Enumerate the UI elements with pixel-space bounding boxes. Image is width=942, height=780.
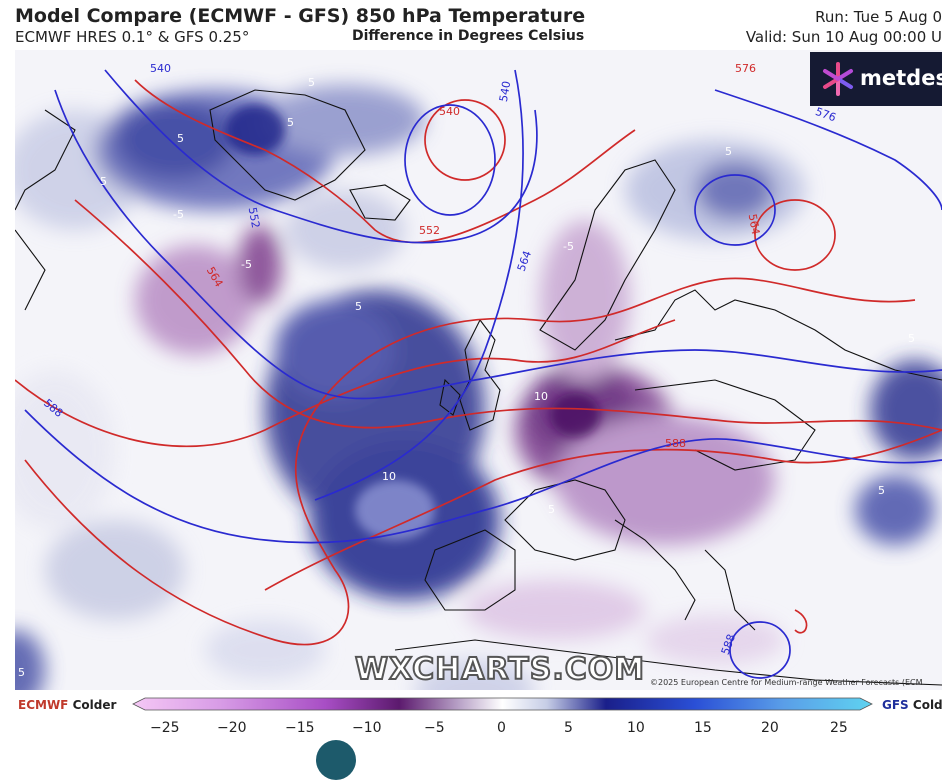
- diff-label: 5: [308, 76, 315, 89]
- diff-label: 5: [287, 116, 294, 129]
- diff-label: 5: [177, 132, 184, 145]
- diff-label: 5: [18, 666, 25, 679]
- metdesk-star-icon: [823, 62, 853, 96]
- wxcharts-watermark: WXCHARTS.COM: [354, 651, 646, 688]
- diff-label: 5: [100, 175, 107, 188]
- contour-label: 552: [419, 224, 440, 237]
- legend-tick: 25: [830, 720, 848, 736]
- contour-label: 540: [497, 80, 513, 103]
- diff-label: 10: [534, 390, 548, 403]
- contour-label: 576: [735, 62, 756, 75]
- legend-tick: 5: [564, 720, 573, 736]
- legend-tick: −5: [424, 720, 445, 736]
- valid-time-label: Valid: Sun 10 Aug 00:00 U: [745, 28, 942, 46]
- contour-label: 552: [246, 206, 262, 229]
- legend-right-label: GFS Colder: [882, 698, 942, 712]
- diff-label: -5: [563, 240, 574, 253]
- legend-colorbar: −25 −20 −15 −10 −5 0 5 10 15 20 25: [132, 697, 873, 736]
- diff-label: 5: [355, 300, 362, 313]
- gfs-contours: [24, 69, 942, 679]
- metdesk-logo: metdes: [810, 52, 942, 106]
- legend-tick: −25: [150, 720, 180, 736]
- contour-label: 540: [439, 105, 460, 118]
- difference-labels: 5 5 5 5 -5 -5 5 10 10 5 -5 5 5 5 5: [18, 76, 915, 679]
- legend-tick: 20: [761, 720, 779, 736]
- coastlines: [15, 89, 942, 686]
- legend-ticks: −25 −20 −15 −10 −5 0 5 10 15 20 25: [150, 720, 848, 736]
- legend-tick: −10: [352, 720, 382, 736]
- legend-gradient-bar: [132, 697, 873, 711]
- diff-label: -5: [173, 208, 184, 221]
- diff-label: 5: [725, 145, 732, 158]
- difference-units-label: Difference in Degrees Celsius: [352, 28, 585, 44]
- legend-left-label: ECMWF Colder: [18, 698, 116, 712]
- difference-field-cores: [225, 105, 600, 540]
- metdesk-logo-text: metdes: [860, 66, 942, 90]
- diff-label: 10: [382, 470, 396, 483]
- legend-tick: 10: [627, 720, 645, 736]
- diff-label: 5: [878, 484, 885, 497]
- map-canvas: 5 5 5 5 -5 -5 5 10 10 5 -5 5 5 5 5 540 5…: [15, 50, 942, 690]
- difference-map: 5 5 5 5 -5 -5 5 10 10 5 -5 5 5 5 5 540 5…: [15, 50, 942, 690]
- diff-label: 5: [548, 503, 555, 516]
- diff-label: -5: [241, 258, 252, 271]
- legend-tick: 15: [694, 720, 712, 736]
- diff-label: 5: [908, 332, 915, 345]
- legend-left-model: ECMWF: [18, 698, 69, 712]
- legend-tick: −15: [285, 720, 315, 736]
- chart-title: Model Compare (ECMWF - GFS) 850 hPa Temp…: [15, 5, 586, 27]
- chart-header: Model Compare (ECMWF - GFS) 850 hPa Temp…: [0, 0, 942, 50]
- legend-right-model: GFS: [882, 698, 909, 712]
- copyright-notice: ©2025 European Centre for Medium-range W…: [650, 678, 923, 687]
- color-legend: ECMWF Colder −25 −20 −15 −10: [0, 692, 942, 750]
- legend-tick: −20: [217, 720, 247, 736]
- legend-left-text: Colder: [72, 698, 117, 712]
- contour-label: 564: [746, 213, 762, 236]
- contour-label: 540: [150, 62, 171, 75]
- contour-label: 588: [665, 437, 686, 450]
- legend-tick: 0: [497, 720, 506, 736]
- model-resolution-label: ECMWF HRES 0.1° & GFS 0.25°: [15, 28, 250, 46]
- run-time-label: Run: Tue 5 Aug 0: [815, 8, 942, 26]
- floating-action-circle[interactable]: [316, 740, 356, 780]
- legend-right-text: Colder: [912, 698, 942, 712]
